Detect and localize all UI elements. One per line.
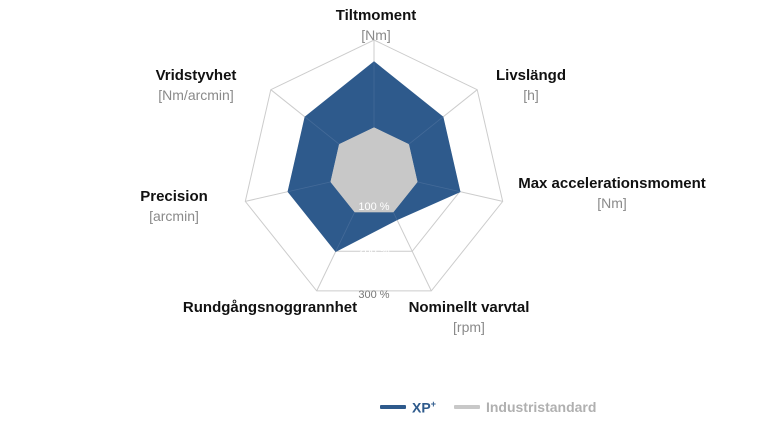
legend: XP+ Industristandard	[380, 399, 614, 416]
legend-item-industristandard: Industristandard	[453, 399, 597, 416]
ring-label-300: 300 %	[358, 289, 389, 301]
axis-label-precision: Precision	[140, 188, 208, 205]
legend-swatch-industristandard	[453, 405, 480, 410]
axis-label-nominellt-varvtal: Nominellt varvtal	[409, 299, 530, 316]
legend-item-xp: XP+	[380, 399, 436, 416]
grid-ring	[244, 39, 504, 292]
axis-unit-precision: [arcmin]	[149, 208, 199, 224]
axis-label-vridstyvhet: Vridstyvhet	[156, 67, 237, 84]
axis-unit-vridstyvhet: [Nm/arcmin]	[158, 87, 233, 103]
ring-label-200: 200 %	[358, 245, 389, 257]
axis-label-max-accelerationsmoment: Max accelerationsmoment	[518, 175, 706, 192]
axis-label-livsl-ngd: Livslängd	[496, 67, 566, 84]
series-area-industristandard-top	[330, 127, 418, 213]
legend-label-industristandard: Industristandard	[485, 399, 597, 416]
legend-label-xp: XP+	[412, 399, 436, 416]
axis-label-rundg-ngsnoggrannhet: Rundgångsnoggrannhet	[183, 299, 357, 316]
ring-label-100: 100 %	[358, 201, 389, 213]
axis-label-tiltmoment: Tiltmoment	[336, 7, 417, 24]
legend-swatch-xp	[380, 405, 406, 410]
axis-unit-livsl-ngd: [h]	[523, 87, 539, 103]
axis-unit-tiltmoment: [Nm]	[361, 27, 391, 43]
axis-unit-nominellt-varvtal: [rpm]	[453, 319, 485, 335]
axis-unit-max-accelerationsmoment: [Nm]	[597, 195, 627, 211]
